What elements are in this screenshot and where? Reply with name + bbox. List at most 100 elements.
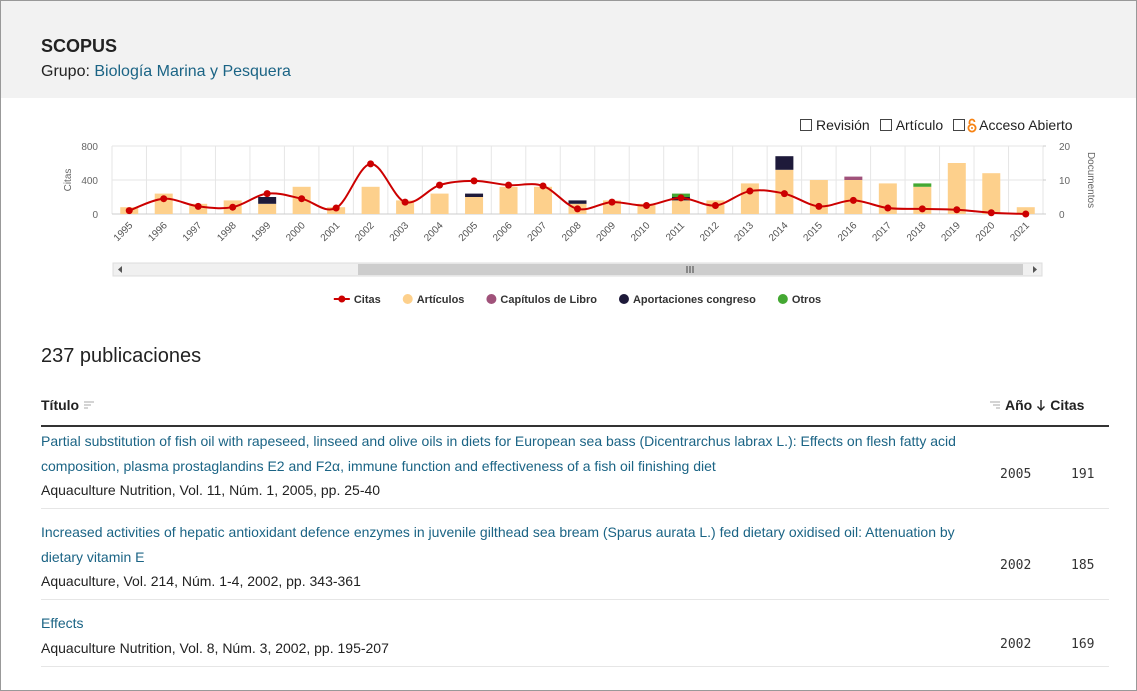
- point: [918, 205, 926, 213]
- x-tick-label: 2004: [422, 220, 446, 244]
- publication-count: 237 publicaciones: [41, 345, 202, 367]
- y-tick-label: 400: [81, 176, 98, 187]
- point: [711, 202, 719, 209]
- x-tick-label: 2010: [629, 220, 653, 244]
- point: [1022, 210, 1030, 218]
- legend-marker: [618, 294, 629, 304]
- publication-year: 2002: [1000, 636, 1032, 652]
- bar: [465, 197, 484, 214]
- group-line: Grupo: Biología Marina y Pesquera: [41, 63, 291, 81]
- header-rule: [41, 425, 1109, 427]
- checkbox[interactable]: [953, 119, 966, 131]
- legend-label: Capítulos de Libro: [500, 294, 597, 306]
- x-tick-label: 2009: [595, 220, 619, 244]
- x-tick-label: 2021: [1008, 220, 1032, 244]
- legend-marker: [486, 294, 497, 304]
- point: [849, 196, 857, 204]
- x-tick-label: 1995: [112, 220, 136, 244]
- x-tick-label: 2019: [939, 220, 963, 244]
- col-cites-label: Citas: [1050, 397, 1085, 413]
- publication-citations: 185: [1071, 557, 1095, 573]
- filter-revision[interactable]: Revisión: [800, 117, 870, 133]
- publication-source: Aquaculture, Vol. 214, Núm. 1-4, 2002, p…: [41, 573, 361, 589]
- legend-label: Aportaciones congreso: [633, 294, 756, 306]
- publication-year: 2002: [1000, 557, 1032, 573]
- checkbox[interactable]: [800, 119, 812, 131]
- y-tick-label: 800: [81, 142, 98, 153]
- bar: [913, 186, 932, 214]
- publication-citations: 169: [1071, 636, 1095, 652]
- sort-icon[interactable]: [83, 400, 95, 410]
- sort-arrow: [1037, 400, 1046, 411]
- point: [608, 198, 616, 206]
- bar: [258, 197, 277, 204]
- x-tick-label: 1996: [146, 220, 170, 244]
- point: [470, 177, 478, 185]
- point: [642, 202, 650, 209]
- bar: [258, 203, 277, 214]
- col-year-label: Año: [1005, 397, 1033, 413]
- x-tick-label: 2013: [733, 220, 757, 244]
- col-year-cites[interactable]: Año Citas: [989, 397, 1084, 413]
- publication-title[interactable]: Partial substitution of fish oil with ra…: [41, 433, 956, 474]
- bar: [568, 200, 587, 204]
- header: SCOPUS Grupo: Biología Marina y Pesquera: [1, 1, 1136, 98]
- publication-title[interactable]: Effects: [41, 615, 84, 631]
- col-title-label: Título: [41, 397, 80, 413]
- filters: Revisión Artículo Acceso Abierto: [800, 117, 1073, 133]
- legend-marker: [338, 295, 346, 303]
- x-tick-label: 2018: [905, 220, 929, 244]
- filter-label: Acceso Abierto: [979, 117, 1073, 133]
- legend: Citas Artículos Capítulos de Libro Aportaci…: [333, 294, 821, 306]
- point: [298, 195, 306, 203]
- legend-label: Citas: [354, 294, 381, 306]
- publication-source: Aquaculture Nutrition, Vol. 8, Núm. 3, 2…: [41, 640, 389, 656]
- point: [367, 160, 375, 168]
- legend-label: Artículos: [417, 294, 465, 306]
- legend-item: Otros: [777, 294, 821, 306]
- filter-label: Artículo: [895, 117, 944, 133]
- bar: [844, 176, 863, 180]
- x-tick-label: 2005: [457, 220, 481, 244]
- publication-title[interactable]: Increased activities of hepatic antioxid…: [41, 524, 955, 565]
- x-tick-label: 2017: [870, 220, 894, 244]
- point: [332, 204, 340, 212]
- x-tick-label: 2001: [319, 220, 343, 244]
- bar: [775, 156, 794, 170]
- x-tick-label: 1998: [215, 220, 239, 244]
- open-access-icon: [967, 118, 977, 132]
- checkbox[interactable]: [879, 119, 892, 131]
- filter-label: Revisión: [816, 117, 870, 133]
- group-link[interactable]: Biología Marina y Pesquera: [94, 63, 291, 80]
- x-tick-label: 2007: [526, 220, 550, 244]
- x-tick-label: 1999: [250, 220, 274, 244]
- point: [746, 187, 754, 195]
- x-tick-label: 2012: [698, 220, 722, 244]
- bar: [430, 193, 449, 214]
- point: [436, 181, 444, 189]
- legend-item: Citas: [333, 294, 381, 306]
- point: [815, 202, 823, 210]
- bar: [465, 193, 484, 197]
- publication-year: 2005: [1000, 466, 1032, 482]
- legend-label: Otros: [792, 294, 821, 306]
- filter-open-access[interactable]: Acceso Abierto: [953, 117, 1073, 133]
- y2-tick-label: 10: [1059, 176, 1071, 187]
- row-separator: [41, 599, 1109, 600]
- x-tick-label: 1997: [181, 220, 205, 244]
- bar: [913, 183, 932, 187]
- legend-item: Aportaciones congreso: [618, 294, 756, 306]
- point: [505, 181, 513, 189]
- x-tick-label: 2014: [767, 220, 791, 244]
- point: [401, 198, 409, 206]
- filter-articulo[interactable]: Artículo: [879, 117, 944, 133]
- publication-citations: 191: [1071, 466, 1095, 482]
- col-title[interactable]: Título: [41, 397, 95, 413]
- bar: [534, 186, 553, 214]
- bar: [982, 173, 1001, 214]
- x-tick-label: 2011: [664, 220, 687, 243]
- sort-icon[interactable]: [989, 400, 1001, 410]
- bar: [602, 200, 621, 214]
- x-tick-label: 2000: [284, 220, 308, 244]
